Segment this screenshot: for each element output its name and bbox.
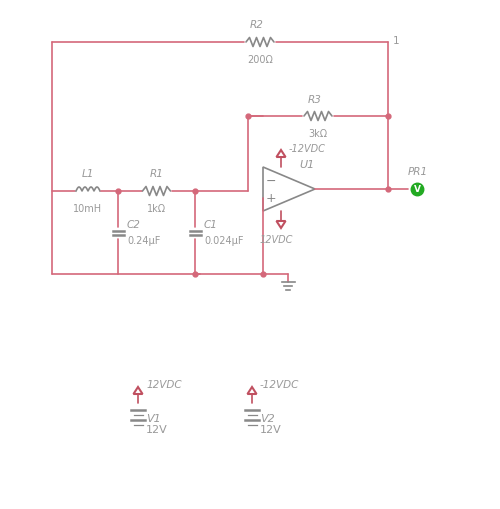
Text: 12V: 12V <box>146 424 168 434</box>
Text: 0.024μF: 0.024μF <box>204 236 244 246</box>
Text: 1: 1 <box>393 36 400 46</box>
Text: V1: V1 <box>146 413 161 423</box>
Text: -12VDC: -12VDC <box>289 144 326 154</box>
Text: 12VDC: 12VDC <box>260 235 292 244</box>
Text: R3: R3 <box>308 95 322 105</box>
Text: 12V: 12V <box>260 424 282 434</box>
Text: PR1: PR1 <box>408 166 428 177</box>
Text: 10mH: 10mH <box>74 204 102 214</box>
Text: -12VDC: -12VDC <box>260 379 300 389</box>
Text: R2: R2 <box>250 20 264 30</box>
Text: U1: U1 <box>300 160 314 169</box>
Text: −: − <box>266 175 276 187</box>
Text: 12VDC: 12VDC <box>146 379 182 389</box>
Text: 3kΩ: 3kΩ <box>308 129 328 139</box>
Text: 1kΩ: 1kΩ <box>147 204 166 214</box>
Text: C2: C2 <box>127 220 141 230</box>
Text: L1: L1 <box>82 168 94 179</box>
Text: 0.24μF: 0.24μF <box>127 236 160 246</box>
Text: V: V <box>414 185 420 194</box>
Text: R1: R1 <box>150 168 164 179</box>
Text: 200Ω: 200Ω <box>247 55 273 65</box>
Text: V2: V2 <box>260 413 275 423</box>
Text: +: + <box>266 192 276 205</box>
Text: C1: C1 <box>204 220 218 230</box>
